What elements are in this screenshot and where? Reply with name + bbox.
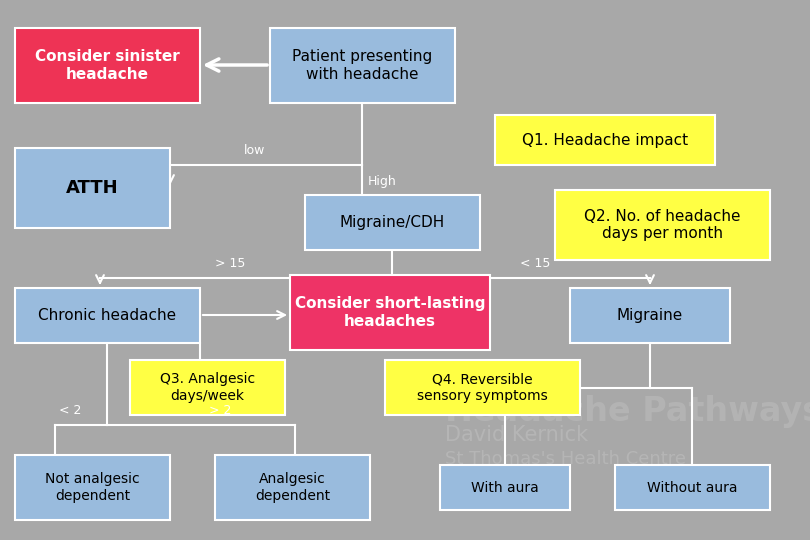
FancyBboxPatch shape: [555, 190, 770, 260]
FancyBboxPatch shape: [270, 28, 455, 103]
FancyBboxPatch shape: [15, 28, 200, 103]
Text: Analgesic
dependent: Analgesic dependent: [255, 472, 330, 503]
Text: St Thomas's Health Centre: St Thomas's Health Centre: [445, 450, 686, 468]
Text: David Kernick: David Kernick: [445, 425, 588, 445]
FancyBboxPatch shape: [130, 360, 285, 415]
Text: Without aura: Without aura: [647, 481, 738, 495]
Text: > 2: > 2: [209, 404, 231, 417]
Text: Chronic headache: Chronic headache: [38, 308, 177, 323]
Text: Consider short-lasting
headaches: Consider short-lasting headaches: [295, 296, 485, 329]
Text: low: low: [245, 144, 266, 157]
FancyBboxPatch shape: [305, 195, 480, 250]
Text: Q1. Headache impact: Q1. Headache impact: [522, 132, 688, 147]
Text: Not analgesic
dependent: Not analgesic dependent: [45, 472, 140, 503]
Text: ATTH: ATTH: [66, 179, 119, 197]
FancyBboxPatch shape: [15, 455, 170, 520]
FancyBboxPatch shape: [570, 288, 730, 343]
Text: Migraine: Migraine: [617, 308, 683, 323]
FancyBboxPatch shape: [440, 465, 570, 510]
Text: Consider sinister
headache: Consider sinister headache: [35, 49, 180, 82]
FancyBboxPatch shape: [615, 465, 770, 510]
Text: Exeter: Exeter: [445, 475, 517, 495]
FancyBboxPatch shape: [495, 115, 715, 165]
FancyBboxPatch shape: [15, 288, 200, 343]
Text: Migraine/CDH: Migraine/CDH: [340, 215, 446, 230]
Text: Patient presenting
with headache: Patient presenting with headache: [292, 49, 433, 82]
Text: < 2: < 2: [59, 404, 81, 417]
Text: Q4. Reversible
sensory symptoms: Q4. Reversible sensory symptoms: [417, 373, 548, 403]
Text: High: High: [368, 176, 397, 188]
FancyBboxPatch shape: [290, 275, 490, 350]
FancyBboxPatch shape: [15, 148, 170, 228]
FancyBboxPatch shape: [385, 360, 580, 415]
Text: With aura: With aura: [471, 481, 539, 495]
Text: Headache Pathways: Headache Pathways: [445, 395, 810, 428]
Text: Q2. No. of headache
days per month: Q2. No. of headache days per month: [584, 209, 741, 241]
FancyBboxPatch shape: [215, 455, 370, 520]
Text: < 15: < 15: [520, 257, 550, 270]
Text: > 15: > 15: [215, 257, 245, 270]
Text: Q3. Analgesic
days/week: Q3. Analgesic days/week: [160, 373, 255, 403]
